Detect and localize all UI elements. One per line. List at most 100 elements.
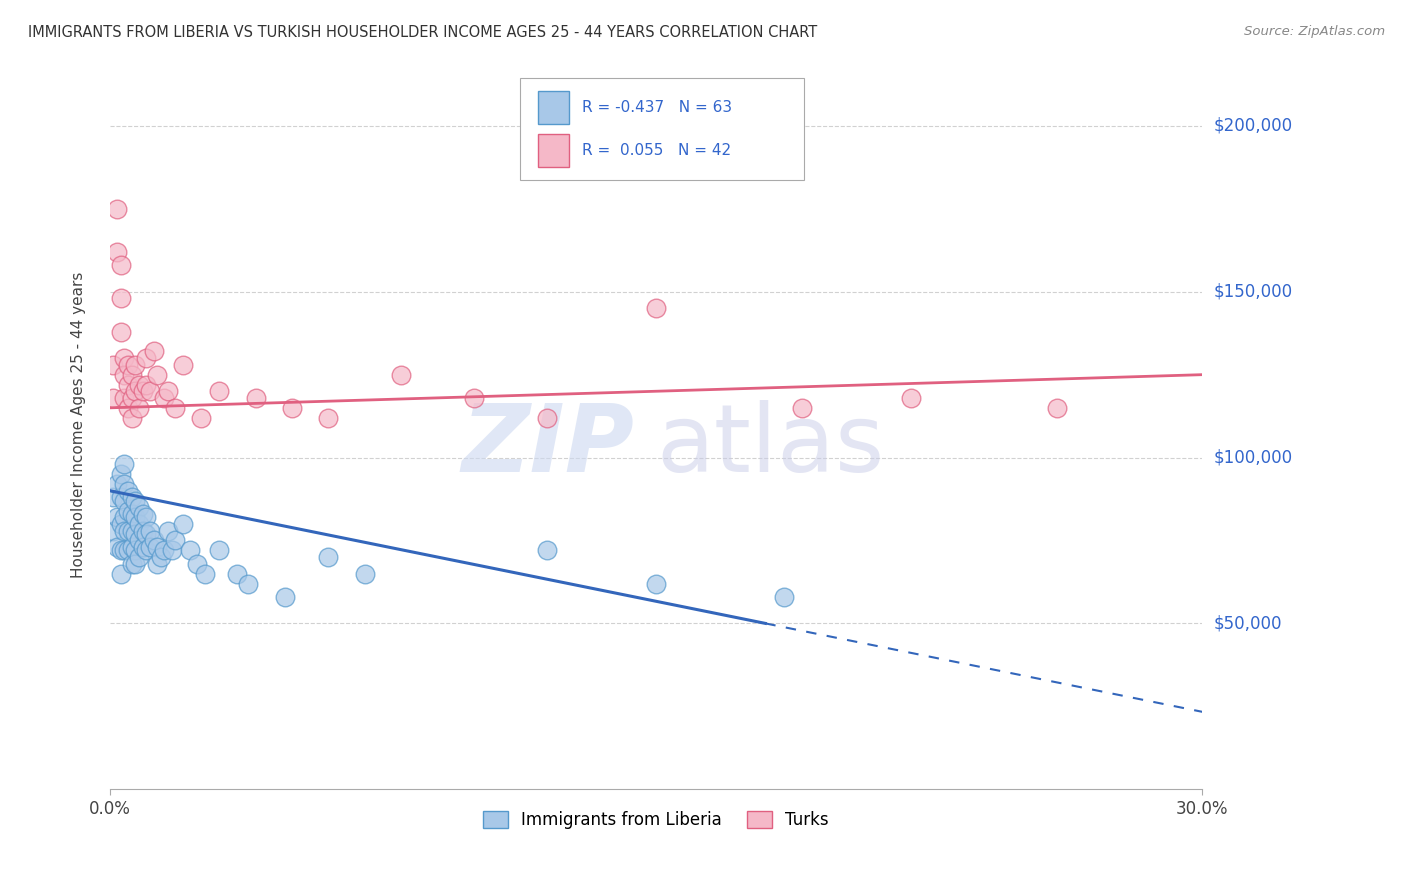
Point (103, 491, 125, 505)
Point (121, 368, 143, 382)
Point (110, 516, 132, 531)
Point (117, 483, 139, 498)
Point (153, 543, 176, 558)
Point (105, 540, 128, 554)
Point (110, 292, 132, 306)
Point (208, 384, 231, 399)
Point (117, 543, 139, 558)
Point (139, 384, 162, 399)
Text: IMMIGRANTS FROM LIBERIA VS TURKISH HOUSEHOLDER INCOME AGES 25 - 44 YEARS CORRELA: IMMIGRANTS FROM LIBERIA VS TURKISH HOUSE… (28, 25, 817, 40)
Point (131, 507, 153, 521)
Point (128, 401, 150, 415)
Point (128, 500, 150, 515)
Point (121, 557, 143, 571)
Point (772, 590, 794, 604)
Point (112, 524, 135, 538)
Point (157, 384, 180, 399)
Point (146, 368, 169, 382)
Point (142, 533, 165, 548)
Point (121, 524, 143, 538)
Point (142, 344, 165, 359)
Point (112, 351, 135, 365)
Point (790, 401, 813, 415)
Point (135, 543, 157, 558)
Point (103, 524, 125, 538)
FancyBboxPatch shape (520, 78, 804, 180)
Point (179, 543, 201, 558)
Point (172, 358, 194, 372)
Point (121, 540, 143, 554)
Text: atlas: atlas (657, 401, 884, 492)
Point (536, 543, 558, 558)
Point (128, 377, 150, 392)
Point (135, 377, 157, 392)
Point (139, 524, 162, 538)
Point (318, 410, 340, 425)
Point (128, 550, 150, 565)
Point (117, 358, 139, 372)
Point (149, 550, 172, 565)
Point (273, 590, 295, 604)
Point (121, 391, 143, 405)
Point (190, 410, 212, 425)
Point (112, 510, 135, 524)
Point (135, 351, 157, 365)
Text: R =  0.055   N = 42: R = 0.055 N = 42 (582, 143, 731, 158)
Text: ZIP: ZIP (461, 401, 634, 492)
Point (226, 566, 249, 581)
Point (110, 467, 132, 482)
Point (318, 550, 340, 565)
Point (105, 244, 128, 259)
Point (238, 576, 260, 591)
Point (105, 510, 128, 524)
Point (117, 524, 139, 538)
Point (124, 557, 146, 571)
Text: Source: ZipAtlas.com: Source: ZipAtlas.com (1244, 25, 1385, 38)
Point (112, 477, 135, 491)
Point (112, 368, 135, 382)
Point (128, 533, 150, 548)
Point (186, 557, 208, 571)
FancyBboxPatch shape (538, 91, 568, 124)
Point (389, 368, 412, 382)
Legend: Immigrants from Liberia, Turks: Immigrants from Liberia, Turks (477, 804, 835, 836)
Point (124, 526, 146, 541)
FancyBboxPatch shape (538, 134, 568, 167)
Point (208, 543, 231, 558)
Point (105, 202, 128, 216)
Point (103, 391, 125, 405)
Text: $150,000: $150,000 (1213, 283, 1292, 301)
Point (645, 576, 668, 591)
Text: $50,000: $50,000 (1213, 615, 1282, 632)
Point (121, 507, 143, 521)
Text: $100,000: $100,000 (1213, 449, 1292, 467)
Point (121, 410, 143, 425)
Point (112, 457, 135, 471)
Point (139, 540, 162, 554)
Point (117, 503, 139, 517)
Point (112, 391, 135, 405)
Point (124, 510, 146, 524)
Text: $200,000: $200,000 (1213, 117, 1292, 135)
Point (117, 377, 139, 392)
Point (110, 491, 132, 505)
Point (112, 493, 135, 508)
Point (157, 524, 180, 538)
Point (131, 540, 153, 554)
Y-axis label: Householder Income Ages 25 - 44 years: Householder Income Ages 25 - 44 years (72, 271, 86, 578)
Point (117, 401, 139, 415)
Point (110, 566, 132, 581)
Point (110, 325, 132, 339)
Point (900, 391, 922, 405)
Point (463, 391, 485, 405)
Point (645, 301, 668, 316)
Point (245, 391, 267, 405)
Point (165, 401, 187, 415)
Point (146, 557, 169, 571)
Point (165, 533, 187, 548)
Point (124, 493, 146, 508)
Point (281, 401, 304, 415)
Point (153, 391, 176, 405)
Point (172, 516, 194, 531)
Text: R = -0.437   N = 63: R = -0.437 N = 63 (582, 100, 733, 115)
